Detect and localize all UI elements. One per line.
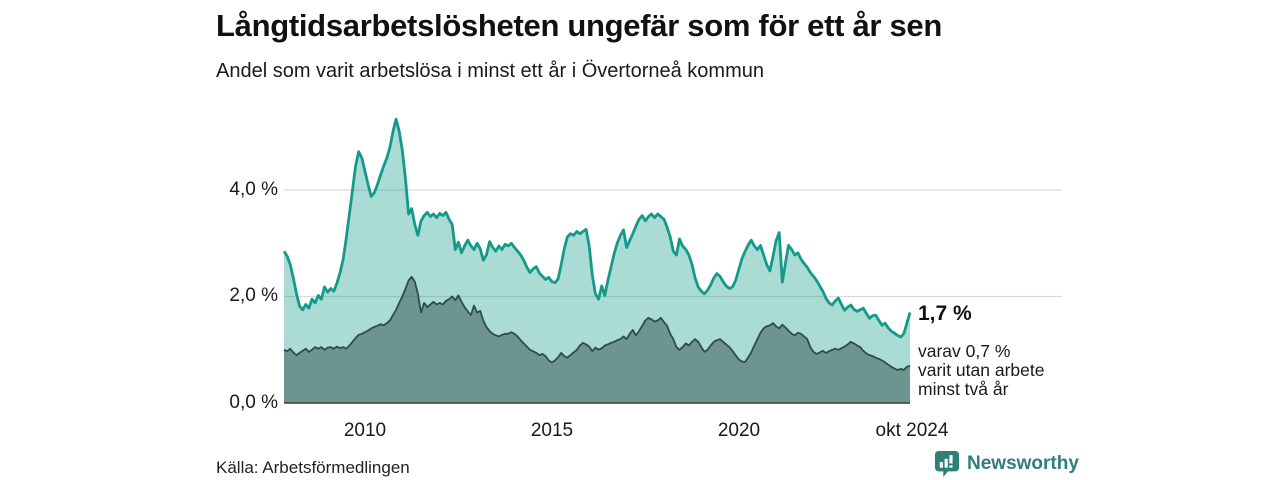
brand-name: Newsworthy	[967, 452, 1079, 474]
series-2yr-area	[284, 276, 910, 403]
x-tick-2015: 2015	[530, 420, 574, 441]
page-title: Långtidsarbetslösheten ungefär som för e…	[216, 8, 943, 43]
annotation-line-2: varit utan arbete	[918, 360, 1045, 380]
x-tick-2010: 2010	[343, 420, 387, 441]
brand-lockup: Newsworthy	[934, 450, 1079, 477]
y-tick-4: 4,0 %	[229, 179, 278, 200]
annotation-line-3: minst två år	[918, 379, 1009, 399]
x-tick-2020: 2020	[717, 420, 761, 441]
series-2yr-line	[283, 275, 911, 371]
newsworthy-logo-icon	[934, 450, 960, 477]
latest-value-annotation: 1,7 %	[918, 302, 972, 325]
latest-detail-annotation: varav 0,7 % varit utan arbete minst två …	[918, 342, 1044, 399]
source-credit: Källa: Arbetsförmedlingen	[216, 458, 410, 477]
chart-subtitle: Andel som varit arbetslösa i minst ett å…	[216, 60, 764, 82]
series-1yr-line	[282, 117, 912, 339]
annotation-line-1: varav 0,7 %	[918, 341, 1011, 361]
y-tick-0: 0,0 %	[229, 392, 278, 413]
y-tick-2: 2,0 %	[229, 285, 278, 306]
x-tick-okt-2024: okt 2024	[875, 420, 949, 441]
